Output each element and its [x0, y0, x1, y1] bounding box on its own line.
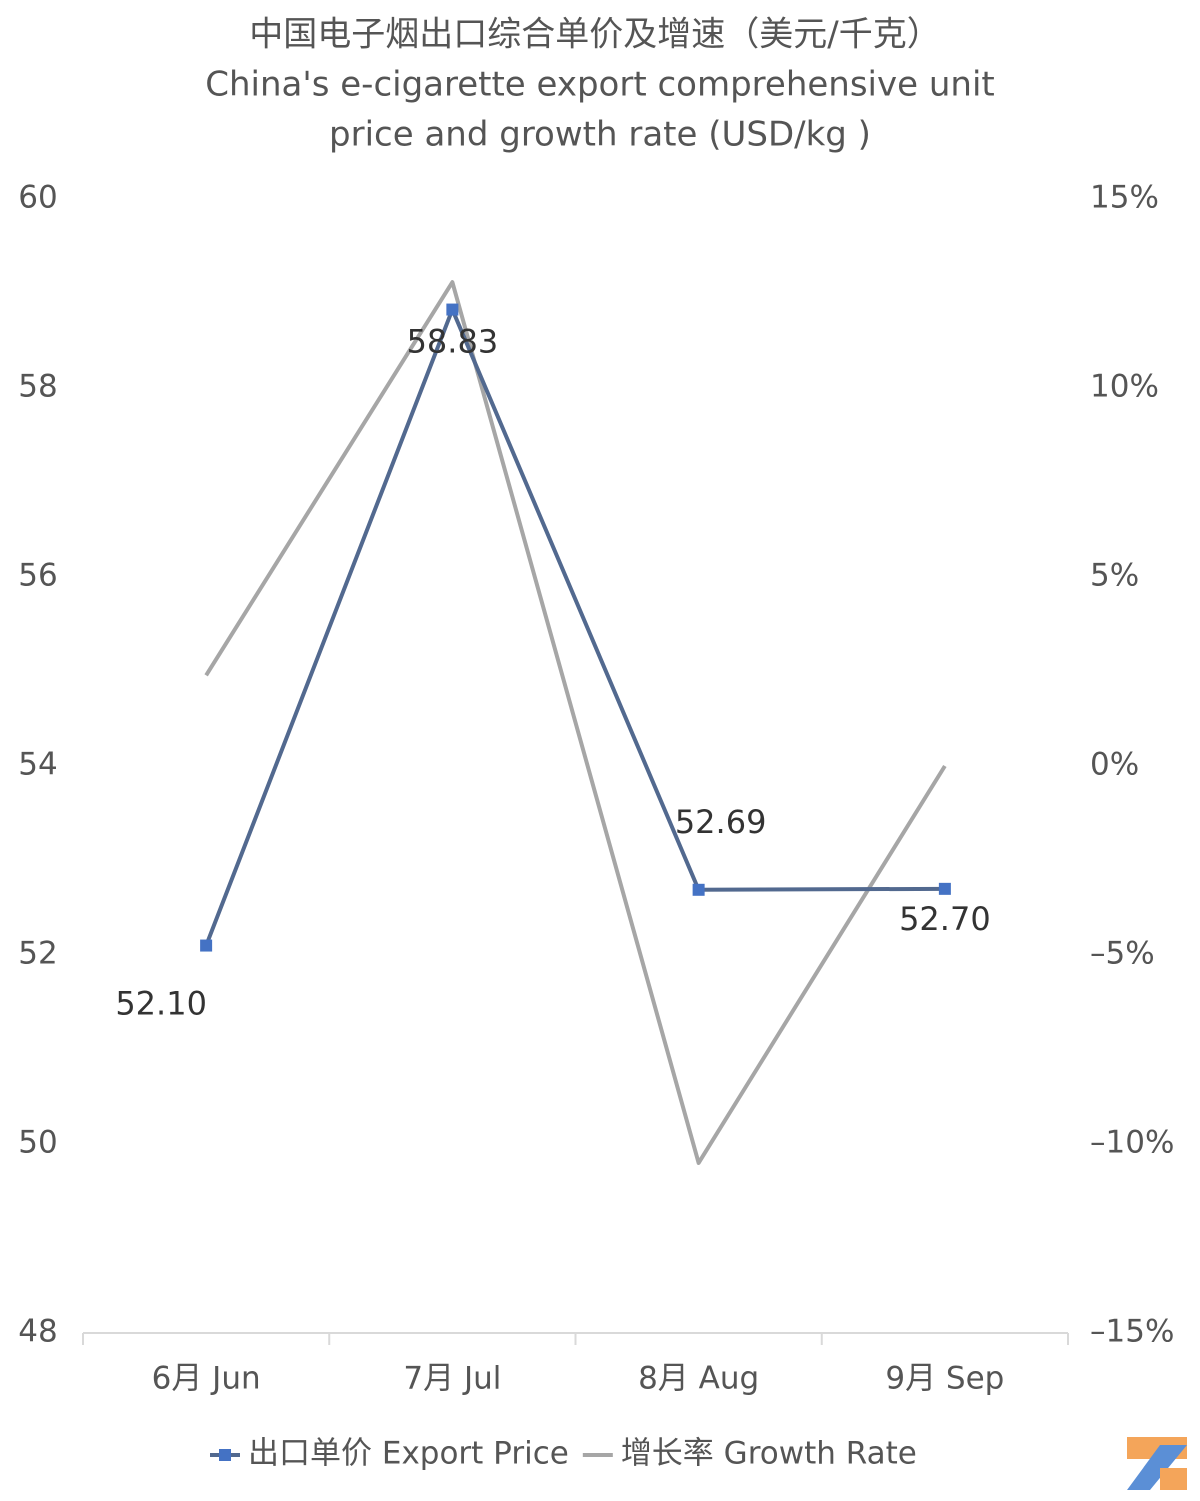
logo — [1127, 1437, 1187, 1490]
data-label: 52.10 — [115, 985, 207, 1023]
point-marker — [446, 303, 459, 316]
data-label: 58.83 — [407, 323, 499, 361]
data-label: 52.69 — [675, 803, 767, 841]
x-tick-label: 6月 Jun — [152, 1361, 261, 1397]
legend-marker — [219, 1449, 231, 1461]
series-line — [204, 307, 945, 947]
point-marker — [692, 883, 705, 896]
y-tick-label: 58 — [18, 369, 57, 405]
y-tick-label: 54 — [18, 747, 57, 783]
y-tick-label: 52 — [18, 936, 57, 972]
y2-tick-label: 15% — [1090, 180, 1159, 216]
series-line — [204, 280, 947, 1165]
chart-subtitle: China's e-cigarette export comprehensive… — [205, 65, 994, 105]
y2-tick-label: –5% — [1090, 936, 1155, 972]
x-tick-label: 8月 Aug — [638, 1361, 759, 1397]
point-marker — [200, 939, 213, 952]
legend-label: 出口单价 Export Price — [248, 1436, 569, 1472]
y2-tick-label: –15% — [1090, 1314, 1174, 1350]
legend-label: 增长率 Growth Rate — [621, 1436, 917, 1472]
point-marker — [938, 882, 951, 895]
data-label: 52.70 — [899, 900, 991, 938]
y-tick-label: 50 — [18, 1125, 57, 1161]
x-tick-label: 9月 Sep — [885, 1361, 1004, 1397]
y-tick-label: 56 — [18, 558, 57, 594]
y2-tick-label: 0% — [1090, 747, 1139, 783]
y-tick-label: 48 — [18, 1314, 57, 1350]
y-tick-label: 60 — [18, 180, 57, 216]
y2-tick-label: 5% — [1090, 558, 1139, 594]
y2-tick-label: –10% — [1090, 1125, 1174, 1161]
chart-subtitle: price and growth rate (USD/kg ) — [329, 115, 871, 155]
chart-title: 中国电子烟出口综合单价及增速（美元/千克） — [249, 15, 940, 55]
x-tick-label: 7月 Jul — [403, 1361, 501, 1397]
y2-tick-label: 10% — [1090, 369, 1159, 405]
